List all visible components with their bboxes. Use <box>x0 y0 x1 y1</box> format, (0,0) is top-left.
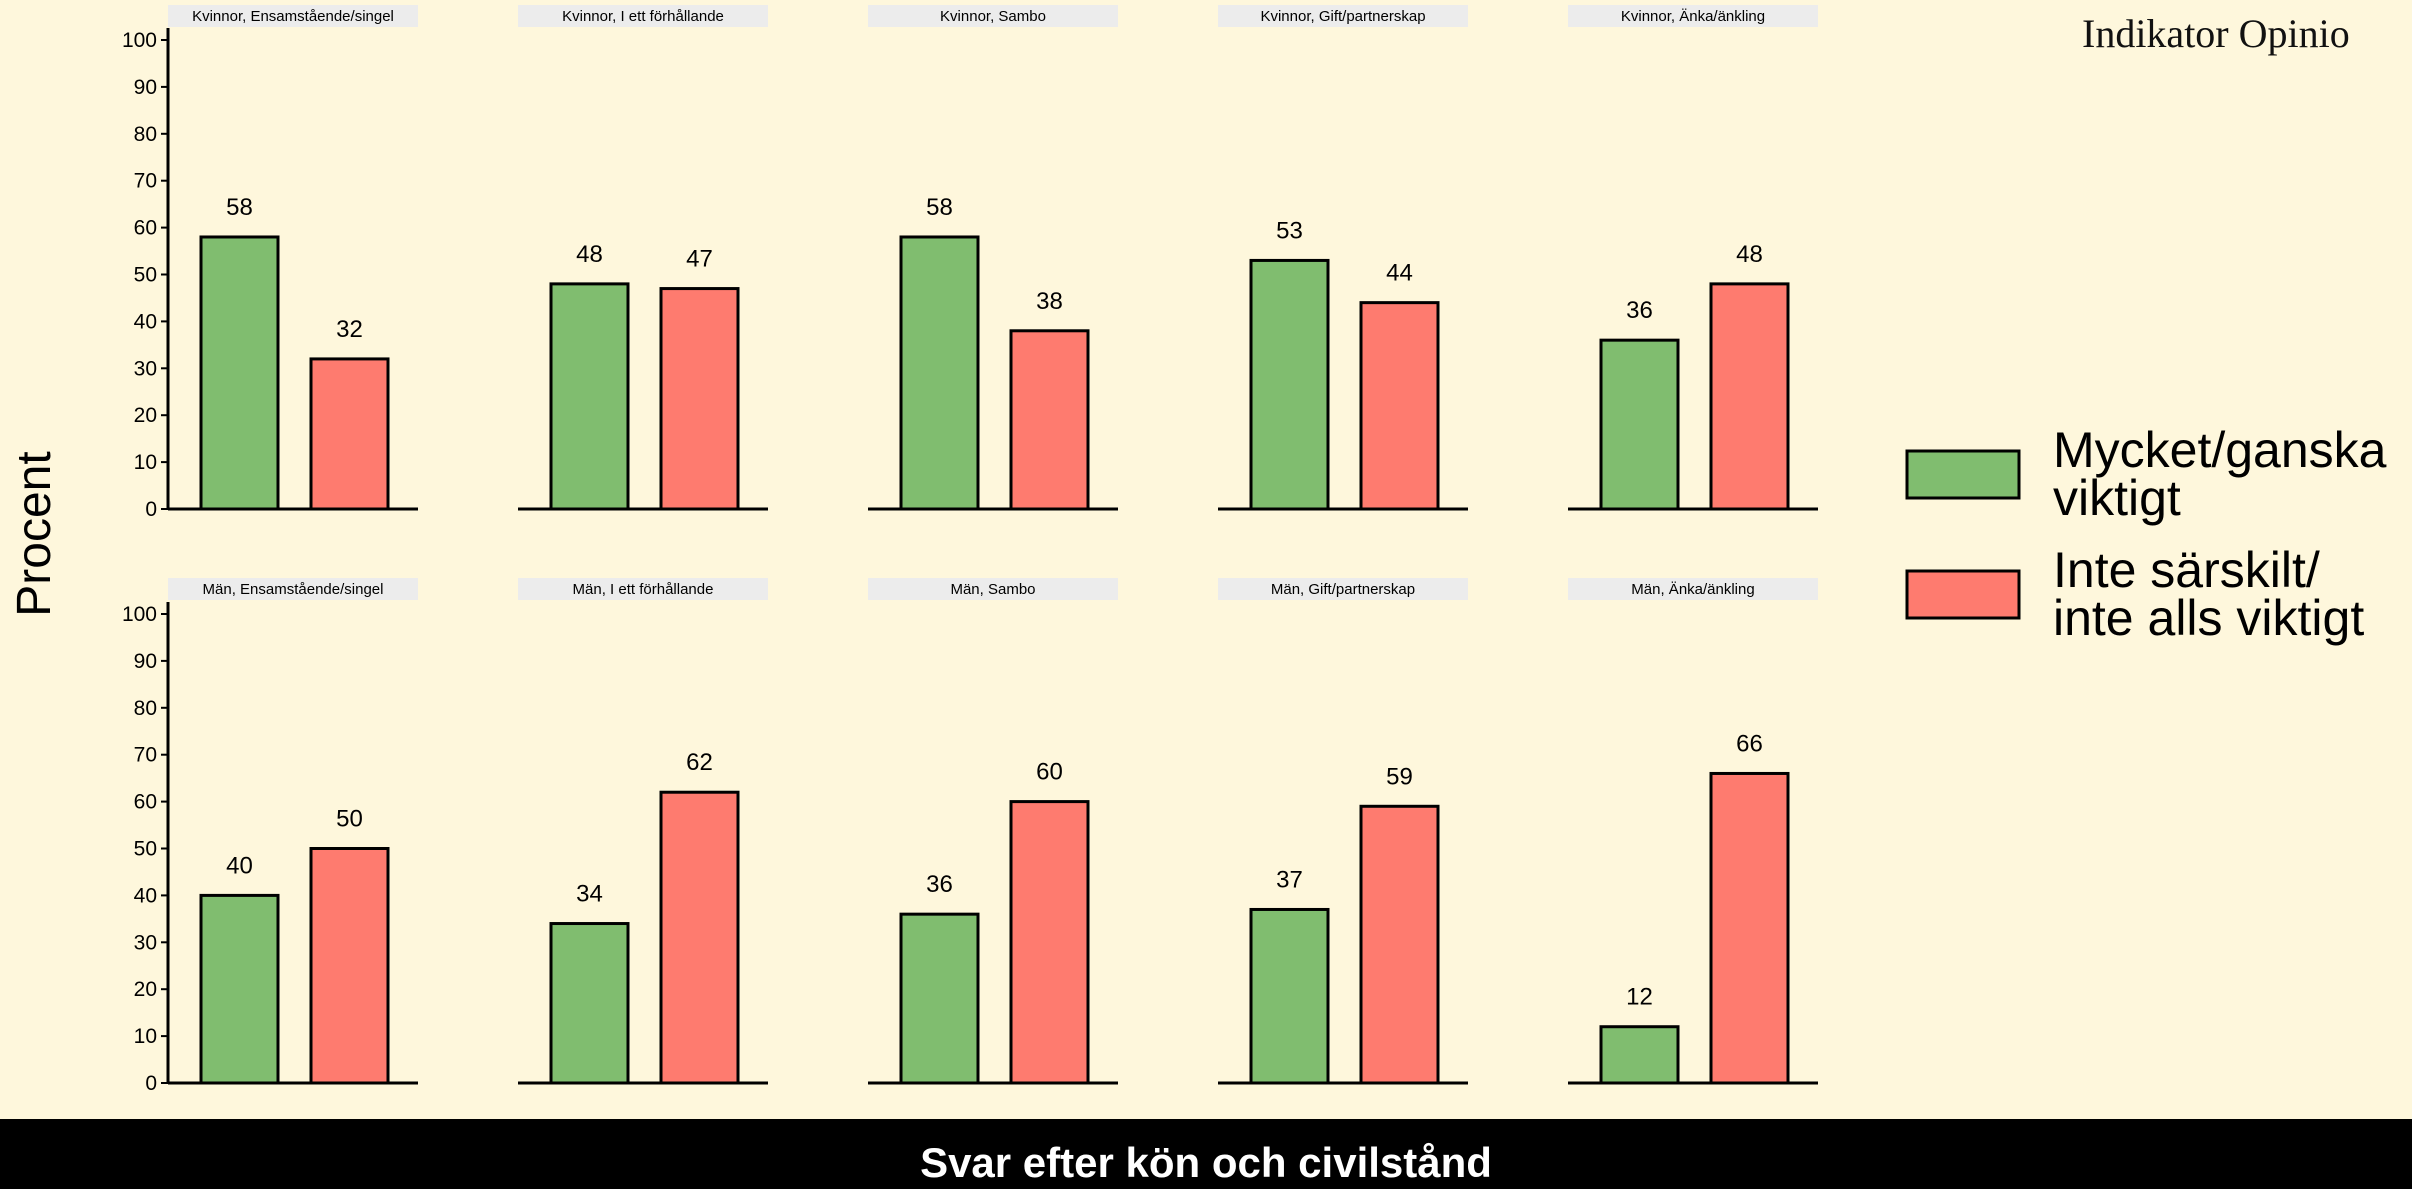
bar <box>1249 907 1330 1085</box>
bar-value-label: 58 <box>926 194 953 221</box>
y-tick-label: 40 <box>134 310 157 333</box>
bar <box>199 893 280 1085</box>
panel-strip <box>168 5 418 27</box>
panel-strip <box>1568 5 1818 27</box>
bar <box>659 790 740 1085</box>
y-tick-label: 60 <box>134 217 157 240</box>
legend-label: Mycket/ganska <box>2053 422 2387 478</box>
panel-title: Män, Änka/änkling <box>1631 581 1754 598</box>
bar-value-label: 62 <box>686 749 713 776</box>
bar <box>1709 771 1790 1085</box>
y-tick-label: 70 <box>134 744 157 767</box>
y-tick-label: 30 <box>134 931 157 954</box>
footer-bar: Svar efter kön och civilstånd <box>0 1119 2412 1189</box>
bar <box>1359 804 1440 1085</box>
y-tick-label: 70 <box>134 170 157 193</box>
bar <box>1009 800 1090 1085</box>
y-tick-label: 50 <box>134 264 157 287</box>
bar-value-label: 44 <box>1386 260 1413 287</box>
bar-value-label: 47 <box>686 246 713 273</box>
panel-title: Män, Sambo <box>950 581 1035 598</box>
bar-value-label: 36 <box>1626 297 1653 324</box>
brand-logo-text: Indikator Opinio <box>2082 11 2350 56</box>
panel-strip <box>868 5 1118 27</box>
panel-title: Män, Ensamstående/singel <box>203 581 384 598</box>
legend-label: Inte särskilt/ <box>2053 542 2320 598</box>
chart: Procent Kvinnor, Ensamstående/singel 58 32 0… <box>8 5 2387 1095</box>
bar-value-label: 12 <box>1626 984 1653 1011</box>
bar-value-label: 53 <box>1276 217 1303 244</box>
panel-strip <box>518 5 768 27</box>
bar <box>1709 282 1790 511</box>
bar <box>1599 1025 1680 1085</box>
footer-title: Svar efter kön och civilstånd <box>920 1139 1492 1186</box>
bar-value-label: 48 <box>576 241 603 268</box>
bar <box>549 282 630 511</box>
bar-value-label: 60 <box>1036 759 1063 786</box>
y-tick-label: 80 <box>134 697 157 720</box>
bar <box>549 922 630 1085</box>
panel-strip <box>518 578 768 600</box>
bar-value-label: 38 <box>1036 288 1063 315</box>
bar-value-label: 37 <box>1276 866 1303 893</box>
y-tick-label: 90 <box>134 76 157 99</box>
panel-title: Kvinnor, Änka/änkling <box>1621 8 1765 25</box>
panel-title: Kvinnor, Sambo <box>940 8 1046 25</box>
bar <box>1599 338 1680 511</box>
y-tick-label: 80 <box>134 123 157 146</box>
y-tick-label: 20 <box>134 404 157 427</box>
bar-value-label: 34 <box>576 881 603 908</box>
panel-strip <box>1218 5 1468 27</box>
bar <box>899 912 980 1085</box>
panel-strip <box>1218 578 1468 600</box>
y-tick-label: 10 <box>134 1025 157 1048</box>
y-tick-label: 0 <box>145 498 157 521</box>
bar-value-label: 36 <box>926 871 953 898</box>
y-tick-label: 40 <box>134 884 157 907</box>
legend-label: viktigt <box>2053 470 2181 526</box>
bar-value-label: 66 <box>1736 730 1763 757</box>
y-tick-label: 30 <box>134 357 157 380</box>
bar <box>659 287 740 511</box>
y-tick-label: 10 <box>134 451 157 474</box>
y-tick-label: 0 <box>145 1072 157 1095</box>
bar-value-label: 50 <box>336 806 363 833</box>
bar <box>899 235 980 511</box>
panel-title: Kvinnor, Gift/partnerskap <box>1260 8 1425 25</box>
panel-title: Män, Gift/partnerskap <box>1271 581 1415 598</box>
bar <box>309 847 390 1085</box>
panel-title: Män, I ett förhållande <box>573 581 714 598</box>
panel-title: Kvinnor, I ett förhållande <box>562 8 724 25</box>
legend-label: inte alls viktigt <box>2053 590 2364 646</box>
y-tick-label: 90 <box>134 650 157 673</box>
panel-strip <box>168 578 418 600</box>
panel-strip <box>1568 578 1818 600</box>
y-tick-label: 20 <box>134 978 157 1001</box>
bar <box>1009 329 1090 511</box>
bar <box>1249 258 1330 511</box>
bar <box>199 235 280 511</box>
bar-value-label: 32 <box>336 316 363 343</box>
bar-value-label: 58 <box>226 194 253 221</box>
bar-value-label: 59 <box>1386 763 1413 790</box>
bar <box>1359 301 1440 511</box>
y-tick-label: 50 <box>134 838 157 861</box>
y-tick-label: 60 <box>134 791 157 814</box>
panel-strip <box>868 578 1118 600</box>
bar-value-label: 48 <box>1736 241 1763 268</box>
y-tick-label: 100 <box>122 603 157 626</box>
y-tick-label: 100 <box>122 29 157 52</box>
legend-swatch <box>1905 569 2021 620</box>
y-axis-label: Procent <box>8 451 61 616</box>
legend-swatch <box>1905 449 2021 500</box>
panel-title: Kvinnor, Ensamstående/singel <box>192 8 394 25</box>
bar-value-label: 40 <box>226 852 253 879</box>
bar <box>309 357 390 511</box>
